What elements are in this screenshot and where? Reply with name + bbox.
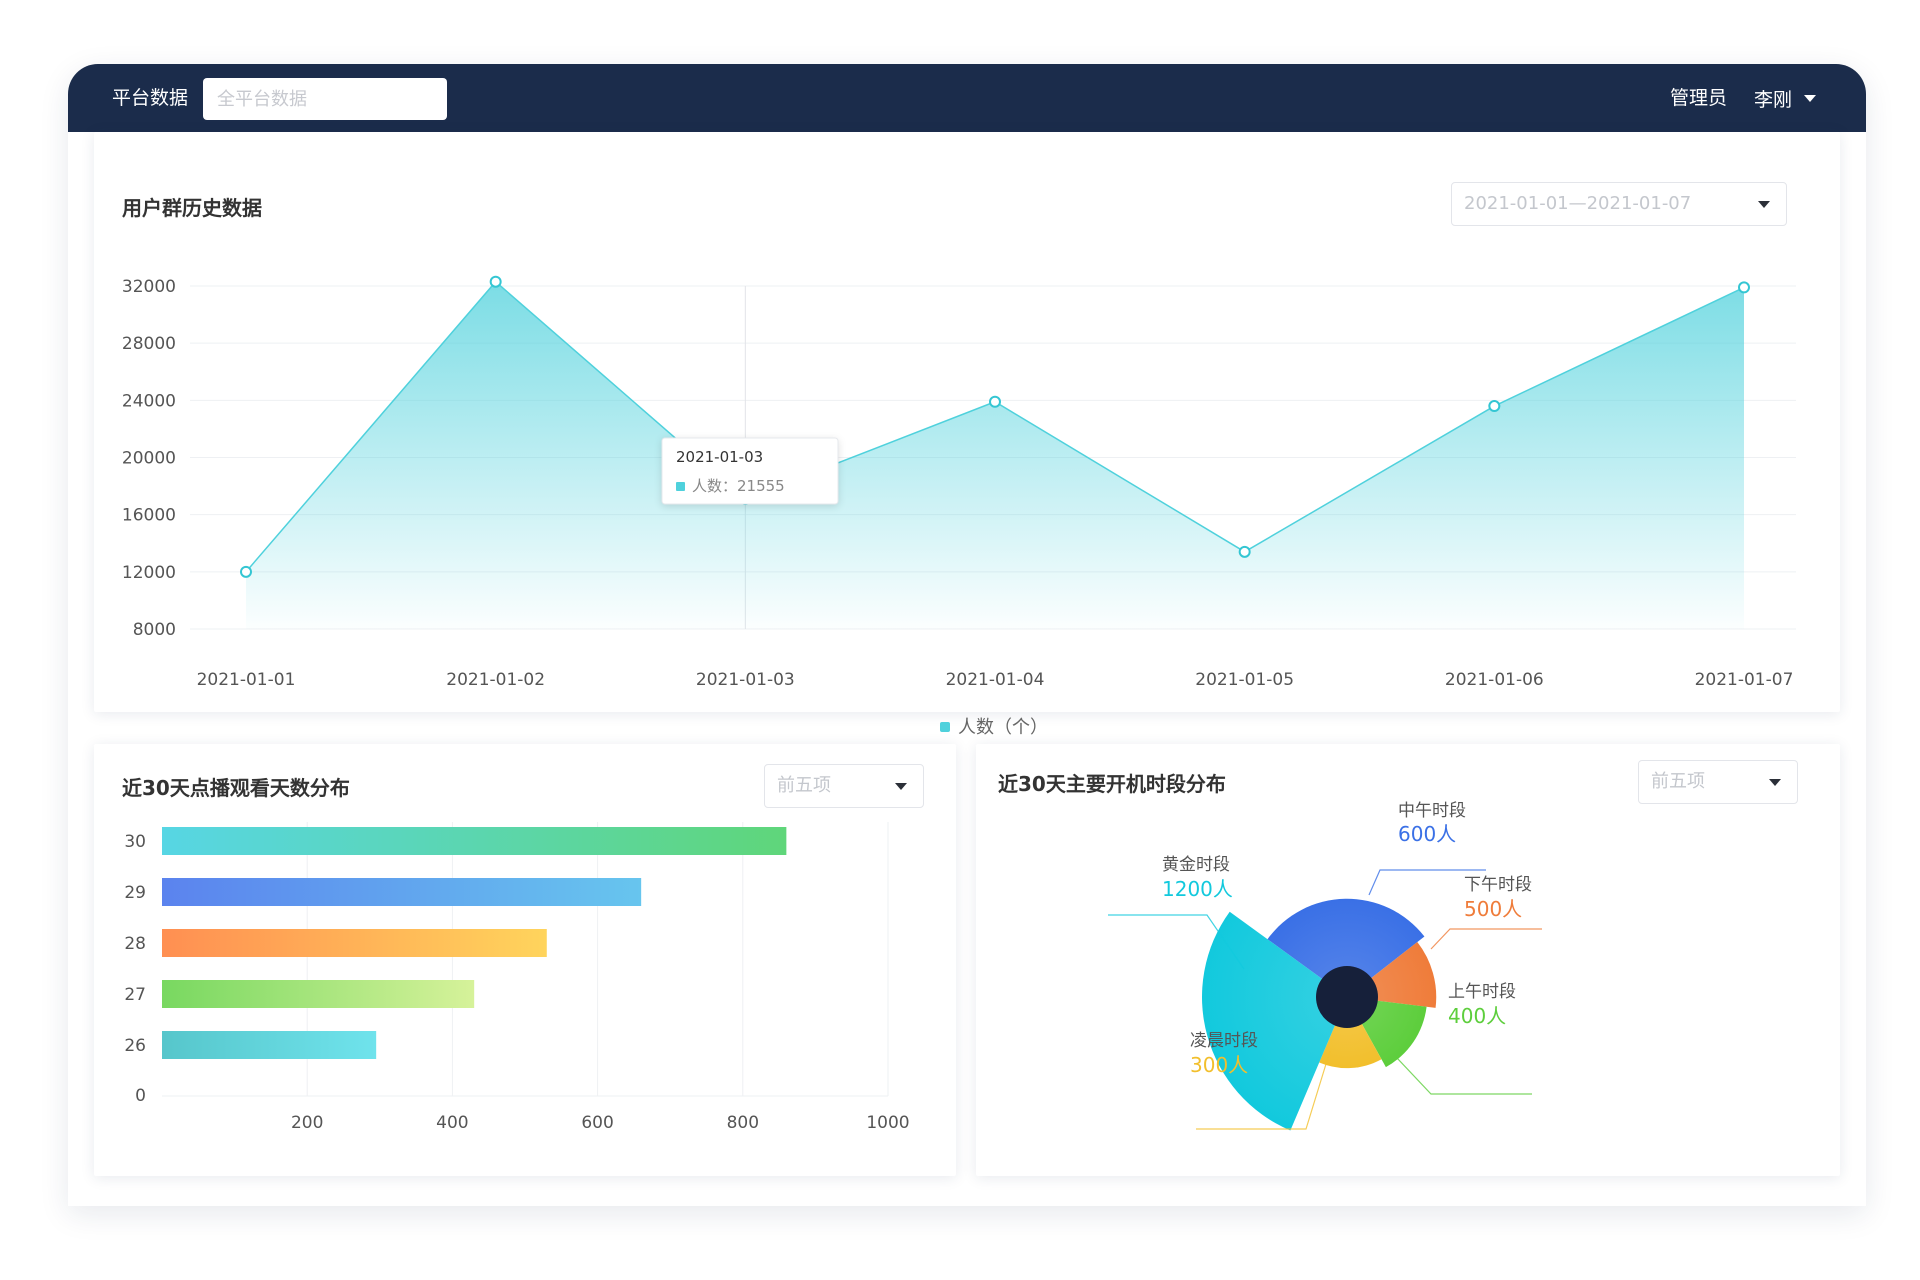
tooltip: 2021-01-03 人数：21555 bbox=[661, 437, 839, 505]
x-tick-label: 2021-01-07 bbox=[1695, 670, 1794, 690]
y-tick-label: 12000 bbox=[122, 563, 176, 583]
dashboard-window: 平台数据 管理员 李刚 用户群历史数据 2021-01-01—2021-01-0… bbox=[68, 64, 1866, 1206]
y-tick-label: 20000 bbox=[122, 449, 176, 469]
user-menu[interactable]: 李刚 bbox=[1754, 64, 1817, 132]
search-input[interactable] bbox=[203, 78, 447, 120]
pie-slice[interactable] bbox=[1319, 997, 1382, 1069]
legend-label: 人数（个） bbox=[958, 717, 1048, 738]
slice-name-label: 凌晨时段 bbox=[1190, 1031, 1258, 1051]
y-tick-label: 16000 bbox=[122, 506, 176, 526]
slice-name-label: 中午时段 bbox=[1398, 801, 1466, 821]
watch-days-filter-value: 前五项 bbox=[777, 775, 831, 796]
bar[interactable] bbox=[162, 1031, 377, 1059]
pie-center-hole bbox=[1316, 966, 1378, 1028]
y-tick-label: 26 bbox=[124, 1036, 146, 1056]
label-leader-line bbox=[1395, 1056, 1532, 1095]
data-point[interactable] bbox=[1738, 281, 1750, 294]
legend-swatch bbox=[940, 722, 950, 732]
user-history-card: 用户群历史数据 2021-01-01—2021-01-07 32000 28000… bbox=[94, 132, 1840, 738]
date-range-select[interactable]: 2021-01-01—2021-01-07 bbox=[1451, 182, 1787, 226]
y-tick-label: 32000 bbox=[122, 277, 176, 297]
top-navigation-bar: 平台数据 管理员 李刚 bbox=[68, 64, 1866, 132]
admin-role-label: 管理员 bbox=[1670, 87, 1728, 109]
data-point[interactable] bbox=[240, 565, 252, 578]
y-tick-label: 24000 bbox=[122, 391, 176, 411]
x-tick-label: 2021-01-05 bbox=[1195, 670, 1294, 690]
slice-name-label: 下午时段 bbox=[1464, 875, 1532, 895]
label-leader-line bbox=[1368, 869, 1486, 896]
y-tick-label: 29 bbox=[124, 883, 146, 903]
x-tick-label: 2021-01-02 bbox=[446, 670, 545, 690]
caret-down-icon bbox=[895, 783, 907, 790]
y-tick-label: 28000 bbox=[122, 334, 176, 354]
x-tick-label: 2021-01-04 bbox=[946, 670, 1045, 690]
x-tick-label: 600 bbox=[581, 1113, 613, 1133]
watch-days-filter-select[interactable]: 前五项 bbox=[764, 764, 924, 808]
y-tick-label: 8000 bbox=[133, 620, 176, 640]
x-tick-label: 2021-01-06 bbox=[1445, 670, 1544, 690]
x-tick-label: 200 bbox=[291, 1113, 323, 1133]
y-tick-label: 30 bbox=[124, 832, 146, 852]
slice-value-label: 400人 bbox=[1448, 1004, 1506, 1028]
boot-time-card: 近30天主要开机时段分布 前五项 中午时段 600人下午时段 500人上午时段 400… bbox=[976, 744, 1840, 1176]
area-fill bbox=[246, 281, 1744, 629]
bar[interactable] bbox=[162, 878, 642, 906]
slice-value-label: 300人 bbox=[1190, 1053, 1248, 1077]
x-tick-label: 2021-01-03 bbox=[696, 670, 795, 690]
caret-down-icon bbox=[1804, 94, 1817, 102]
x-tick-label: 800 bbox=[727, 1113, 759, 1133]
bar[interactable] bbox=[162, 929, 547, 957]
bar[interactable] bbox=[162, 980, 475, 1008]
pie-slice[interactable] bbox=[1267, 898, 1425, 997]
slice-name-label: 黄金时段 bbox=[1162, 855, 1230, 875]
slice-value-label: 500人 bbox=[1464, 897, 1522, 921]
bar[interactable] bbox=[162, 827, 787, 855]
boot-time-filter-select[interactable]: 前五项 bbox=[1638, 760, 1798, 804]
data-point[interactable] bbox=[1238, 545, 1251, 558]
caret-down-icon bbox=[1769, 779, 1781, 786]
user-history-title: 用户群历史数据 bbox=[122, 196, 262, 220]
tooltip-date: 2021-01-03 bbox=[676, 448, 763, 466]
y-zero-label: 0 bbox=[135, 1086, 146, 1106]
x-tick-label: 400 bbox=[436, 1113, 468, 1133]
boot-time-filter-value: 前五项 bbox=[1651, 771, 1705, 792]
watch-days-title: 近30天点播观看天数分布 bbox=[122, 776, 350, 800]
watch-days-card: 近30天点播观看天数分布 前五项 200 400 600 800 1000 0 30 29 28… bbox=[94, 744, 956, 1176]
slice-value-label: 1200人 bbox=[1162, 877, 1233, 901]
pie-slice[interactable] bbox=[1202, 911, 1347, 1131]
slice-name-label: 上午时段 bbox=[1448, 982, 1516, 1002]
date-range-value: 2021-01-01—2021-01-07 bbox=[1464, 193, 1692, 214]
y-tick-label: 28 bbox=[124, 934, 146, 954]
label-leader-line bbox=[1196, 1050, 1331, 1130]
chart-legend: 人数（个） bbox=[940, 717, 1048, 738]
data-point[interactable] bbox=[1488, 400, 1501, 413]
data-point[interactable] bbox=[489, 275, 502, 288]
y-tick-label: 27 bbox=[124, 985, 146, 1005]
x-tick-label: 2021-01-01 bbox=[197, 670, 296, 690]
caret-down-icon bbox=[1758, 201, 1770, 208]
label-leader-line bbox=[1430, 928, 1542, 950]
data-point[interactable] bbox=[989, 395, 1001, 408]
tooltip-value: 人数：21555 bbox=[692, 477, 785, 495]
watch-days-chart: 200 400 600 800 1000 0 30 29 28 27 26 bbox=[124, 822, 910, 1133]
platform-data-label: 平台数据 bbox=[112, 87, 189, 109]
user-history-chart: 32000 28000 24000 20000 16000 12000 8000 2021-… bbox=[122, 275, 1796, 738]
slice-value-label: 600人 bbox=[1398, 822, 1456, 846]
user-name: 李刚 bbox=[1754, 88, 1793, 111]
boot-time-title: 近30天主要开机时段分布 bbox=[998, 772, 1226, 796]
tooltip-swatch bbox=[676, 482, 685, 491]
x-tick-label: 1000 bbox=[866, 1113, 909, 1133]
label-leader-line bbox=[1108, 914, 1245, 970]
